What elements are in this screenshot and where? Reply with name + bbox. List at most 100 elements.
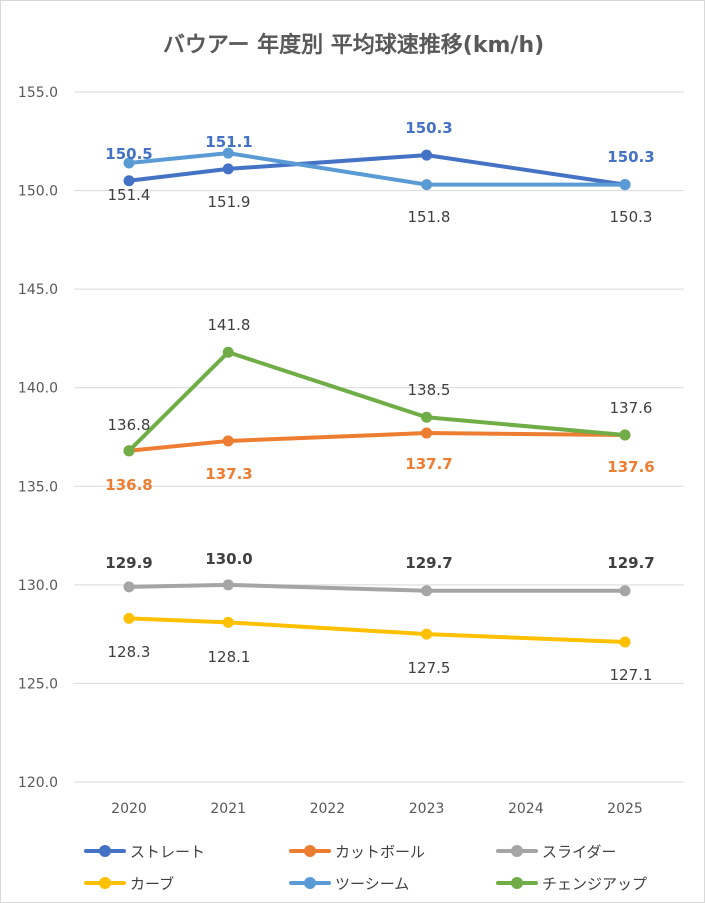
- data-label: 129.9: [105, 554, 152, 572]
- data-label: 151.9: [208, 193, 251, 211]
- series-marker: [123, 612, 135, 624]
- series-2: 136.8 137.3 137.7 137.6: [105, 427, 655, 494]
- series-marker: [222, 616, 234, 628]
- data-label: 137.7: [405, 455, 452, 473]
- legend-label: スライダー: [542, 842, 617, 861]
- x-tick-label: 2023: [409, 801, 445, 817]
- y-tick-label: 150.0: [18, 184, 58, 200]
- series-marker: [421, 179, 433, 191]
- data-label: 150.3: [405, 119, 452, 137]
- x-tick-label: 2025: [607, 801, 643, 817]
- series-6: 136.8 141.8 138.5 137.6: [108, 316, 653, 457]
- legend-swatch-marker: [511, 845, 523, 857]
- legend-swatch: [84, 841, 126, 861]
- series-marker: [619, 636, 631, 648]
- series-4: 128.3 128.1 127.5 127.1: [108, 612, 653, 684]
- legend-label: ツーシーム: [335, 874, 410, 893]
- series-1: 151.4 151.9 151.8 150.3: [108, 149, 653, 226]
- legend-label: チェンジアップ: [542, 874, 648, 893]
- x-tick-label: 2022: [310, 801, 346, 817]
- series-marker: [222, 579, 234, 591]
- legend-swatch: [496, 873, 538, 893]
- legend-swatch-marker: [99, 877, 111, 889]
- series-marker: [619, 585, 631, 597]
- data-label: 138.5: [408, 381, 451, 399]
- series-marker: [123, 445, 135, 457]
- series-marker: [222, 147, 234, 159]
- x-axis-tick-labels: 2020 2021 2022 2023 2024 2025: [111, 801, 643, 817]
- data-label: 129.7: [607, 554, 654, 572]
- legend-item: スライダー: [496, 841, 616, 861]
- legend-item: チェンジアップ: [496, 873, 647, 893]
- x-tick-label: 2021: [210, 801, 246, 817]
- data-label: 127.5: [408, 659, 451, 677]
- y-tick-label: 120.0: [18, 775, 58, 791]
- legend-item: ストレート: [84, 841, 205, 861]
- series-marker: [421, 628, 433, 640]
- series-marker: [619, 429, 631, 441]
- legend-item: カーブ: [84, 873, 174, 893]
- y-axis-tick-labels: 120.0 125.0 130.0 135.0 140.0 145.0 150.0 155.0: [18, 85, 58, 791]
- data-label: 137.6: [610, 399, 653, 417]
- series-line: [127, 153, 627, 187]
- series-marker: [222, 163, 234, 175]
- y-tick-label: 140.0: [18, 381, 58, 397]
- legend-swatch: [84, 873, 126, 893]
- gridlines: [74, 91, 684, 783]
- series-marker: [421, 585, 433, 597]
- series-marker: [123, 175, 135, 187]
- series-3: 129.9 130.0 129.7 129.7: [105, 550, 655, 597]
- y-tick-label: 125.0: [18, 676, 58, 692]
- data-label: 129.7: [405, 554, 452, 572]
- legend-label: カーブ: [130, 874, 175, 893]
- series-line: [127, 350, 627, 453]
- legend-swatch-marker: [99, 845, 111, 857]
- data-label: 128.1: [208, 648, 251, 666]
- data-label: 151.8: [408, 208, 451, 226]
- series-marker: [123, 581, 135, 593]
- data-label: 151.4: [108, 186, 151, 204]
- y-tick-label: 135.0: [18, 479, 58, 495]
- legend-label: カットボール: [335, 842, 426, 861]
- series-line: [127, 616, 627, 645]
- data-label: 150.3: [610, 208, 653, 226]
- x-tick-label: 2020: [111, 801, 147, 817]
- series-line: [127, 431, 627, 453]
- series-line: [127, 151, 627, 187]
- data-label: 151.1: [205, 133, 252, 151]
- legend-label: ストレート: [130, 842, 206, 861]
- legend-swatch: [496, 841, 538, 861]
- data-label: 141.8: [208, 316, 251, 334]
- data-label: 137.6: [607, 458, 654, 476]
- data-label: 150.5: [105, 145, 152, 163]
- data-label: 137.3: [205, 465, 252, 483]
- legend-swatch: [289, 873, 331, 893]
- series-marker: [421, 149, 433, 161]
- y-tick-label: 130.0: [18, 578, 58, 594]
- legend-swatch-marker: [304, 845, 316, 857]
- legend-swatch-marker: [511, 877, 523, 889]
- data-label: 136.8: [105, 476, 152, 494]
- x-tick-label: 2024: [508, 801, 544, 817]
- legend-item: ツーシーム: [289, 873, 409, 893]
- legend-swatch-marker: [304, 877, 316, 889]
- data-label: 127.1: [610, 666, 653, 684]
- series-marker: [123, 157, 135, 169]
- y-tick-label: 145.0: [18, 282, 58, 298]
- series-line: [127, 582, 627, 593]
- data-label: 150.3: [607, 148, 654, 166]
- series-marker: [222, 346, 234, 358]
- legend-swatch: [289, 841, 331, 861]
- series-marker: [421, 427, 433, 439]
- series-marker: [421, 411, 433, 423]
- series-5: 150.5 151.1 150.3 150.3: [105, 119, 655, 191]
- data-label: 136.8: [108, 416, 151, 434]
- data-label: 130.0: [205, 550, 252, 568]
- series-marker: [619, 179, 631, 191]
- legend-item: カットボール: [289, 841, 425, 861]
- data-label: 128.3: [108, 643, 151, 661]
- y-tick-label: 155.0: [18, 85, 58, 101]
